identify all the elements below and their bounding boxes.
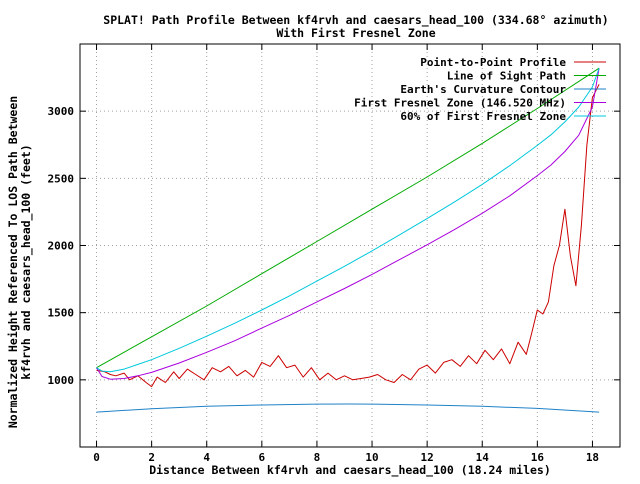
y-tick-label: 2500: [48, 172, 75, 185]
x-tick-label: 0: [93, 451, 100, 464]
x-tick-label: 10: [365, 451, 378, 464]
chart-subtitle: With First Fresnel Zone: [276, 26, 435, 40]
y-tick-label: 1500: [48, 307, 75, 320]
legend-label: Earth's Curvature Contour: [400, 83, 566, 96]
series-line-first-fresnel-zone-146-520-mhz: [96, 68, 600, 380]
plot-frame: [79, 43, 621, 448]
legend-label: Point-to-Point Profile: [420, 56, 566, 69]
x-tick-label: 8: [314, 451, 321, 464]
legend-label: 60% of First Fresnel Zone: [400, 110, 566, 123]
x-tick-label: 6: [259, 451, 266, 464]
legend-label: First Fresnel Zone (146.520 MHz): [354, 97, 566, 110]
series-line-earth-s-curvature-contour: [96, 403, 600, 413]
x-tick-label: 14: [476, 451, 490, 464]
axis-ticks: 0 2 4 6 8 10 12 14 16 18 1000 1500 2000 2500 3000: [48, 44, 620, 464]
y-tick-label: 3000: [48, 105, 75, 118]
x-axis-label: Distance Between kf4rvh and caesars_head…: [149, 463, 551, 478]
y-tick-label: 1000: [48, 374, 75, 387]
series-line-point-to-point-profile: [96, 84, 600, 388]
series-line-line-of-sight-path: [96, 67, 600, 369]
y-tick-label: 2000: [48, 240, 75, 253]
y-axis-label-line2: kf4rvh and caesars_head_100 (feet): [19, 144, 34, 379]
x-tick-label: 2: [148, 451, 155, 464]
x-tick-label: 4: [203, 451, 210, 464]
x-tick-label: 16: [531, 451, 545, 464]
series-lines: [96, 67, 600, 413]
x-tick-label: 12: [421, 451, 434, 464]
y-axis-label-line1: Normalized Height Referenced To LOS Path…: [6, 96, 20, 428]
x-tick-label: 18: [586, 451, 599, 464]
chart-title: SPLAT! Path Profile Between kf4rvh and c…: [103, 13, 608, 28]
legend-label: Line of Sight Path: [447, 70, 566, 83]
series-line-60-of-first-fresnel-zone: [96, 68, 600, 373]
